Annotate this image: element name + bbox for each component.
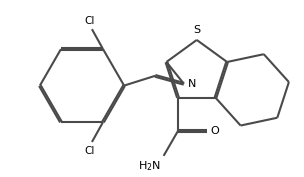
Text: S: S [193,25,200,35]
Text: O: O [210,126,219,136]
Text: H$_2$N: H$_2$N [138,159,161,173]
Text: N: N [188,79,196,89]
Text: Cl: Cl [85,145,95,156]
Text: Cl: Cl [85,16,95,26]
